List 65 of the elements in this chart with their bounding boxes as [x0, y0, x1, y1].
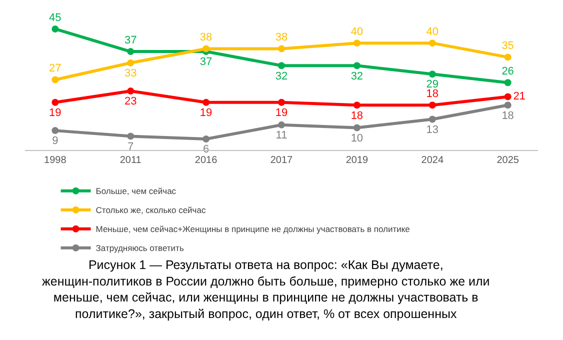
data-label: 37 — [200, 56, 212, 68]
data-label: 38 — [200, 32, 212, 44]
data-label: 19 — [200, 106, 212, 119]
data-label: 37 — [124, 34, 137, 46]
legend-label: Затрудняюсь ответить — [96, 243, 184, 254]
point — [428, 102, 436, 109]
data-label: 40 — [350, 26, 364, 38]
point — [278, 98, 285, 106]
data-label: 18 — [502, 110, 514, 122]
point — [353, 40, 360, 47]
data-label: 40 — [426, 26, 439, 38]
point — [278, 121, 285, 128]
data-label: 27 — [49, 62, 62, 75]
data-label: 33 — [124, 67, 137, 80]
data-label: 32 — [275, 70, 288, 82]
point — [428, 116, 436, 123]
point — [52, 98, 59, 106]
point — [428, 70, 436, 78]
point — [127, 88, 134, 95]
point — [428, 40, 436, 47]
data-label: 45 — [49, 12, 62, 24]
text: Рисунок 1 — Результаты ответа на вопрос: «Как Вы думаете, женщин-политиков в России должно быть больше, примерно столько же или меньше, чем сейчас, или женщины в принципе не должны участвовать в политике?», закрытый вопрос, один ответ, % от всех опрошенных — [42, 258, 490, 321]
point — [127, 59, 134, 66]
x-tick-label: 2016 — [194, 155, 218, 166]
legend-label: Больше, чем сейчас — [96, 186, 177, 196]
point — [353, 62, 360, 70]
x-tick-label: 2017 — [270, 155, 294, 166]
legend-label: Меньше, чем сейчас+Женщины в принципе не должны участвовать в политике — [96, 224, 410, 234]
data-label: 32 — [350, 70, 364, 82]
point — [52, 76, 59, 84]
x-tick-label: 1998 — [44, 155, 67, 166]
data-label: 19 — [49, 106, 62, 119]
data-label: 21 — [513, 90, 526, 102]
data-label: 35 — [502, 40, 514, 52]
point — [504, 54, 512, 61]
data-label: 18 — [350, 110, 364, 122]
data-label: 18 — [426, 88, 439, 100]
point — [353, 102, 360, 109]
data-label: 23 — [124, 96, 137, 108]
data-label: 13 — [426, 124, 439, 136]
data-label: 11 — [276, 130, 288, 142]
point — [504, 102, 512, 109]
x-tick-label: 2024 — [421, 155, 444, 166]
point — [127, 132, 134, 140]
point — [127, 48, 134, 56]
point — [353, 124, 360, 132]
point — [52, 127, 59, 134]
x-tick-label: 2011 — [120, 155, 142, 166]
data-label: 10 — [350, 132, 364, 144]
point — [202, 45, 210, 52]
point — [504, 93, 512, 100]
data-label: 9 — [52, 135, 58, 148]
x-tick-label: 2025 — [496, 155, 520, 166]
x-tick-label: 2019 — [346, 155, 368, 166]
point — [278, 45, 285, 52]
data-label: 7 — [128, 140, 134, 153]
legend-label: Столько же, сколько сейчас — [96, 205, 206, 216]
data-label: 19 — [275, 106, 288, 119]
point — [504, 79, 512, 86]
data-label: 38 — [275, 32, 288, 44]
point — [202, 98, 210, 106]
point — [278, 62, 285, 70]
point — [52, 25, 59, 32]
data-label: 26 — [502, 65, 514, 78]
point — [202, 136, 210, 143]
